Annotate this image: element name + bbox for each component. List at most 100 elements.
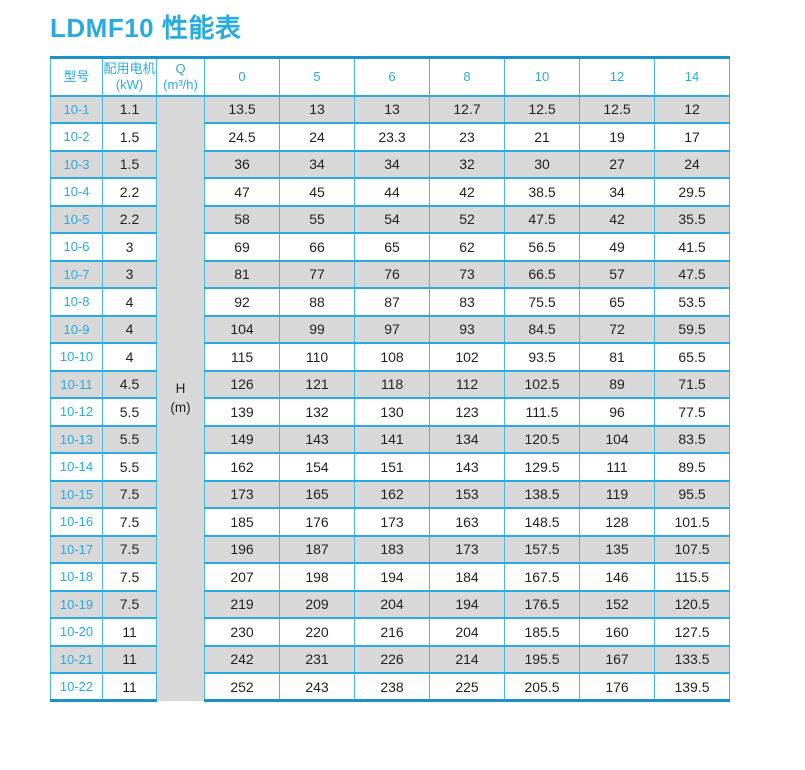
head-value-cell: 65 <box>354 232 430 262</box>
head-value-cell: 107.5 <box>654 534 730 564</box>
head-value-cell: 49 <box>579 232 655 262</box>
head-value-cell: 220 <box>279 617 355 647</box>
motor-kw-cell: 3 <box>102 232 157 262</box>
head-value-cell: 101.5 <box>654 507 730 537</box>
head-value-cell: 83 <box>429 287 505 317</box>
head-value-cell: 148.5 <box>504 507 580 537</box>
motor-kw-cell: 5.5 <box>102 424 157 454</box>
motor-kw-cell: 7.5 <box>102 589 157 619</box>
motor-kw-cell: 4 <box>102 342 157 372</box>
head-value-cell: 12.7 <box>429 94 505 124</box>
head-value-cell: 123 <box>429 397 505 427</box>
head-value-cell: 89.5 <box>654 452 730 482</box>
model-cell: 10-15 <box>50 479 103 509</box>
table-body: 10-1 1.1 H (m) 13.5 13 13 12.7 12.5 12.5 12 10-2 1.5… <box>50 94 730 702</box>
head-value-cell: 138.5 <box>504 479 580 509</box>
table-row: 10-7 3 81 77 76 73 66.5 57 47.5 <box>50 259 730 289</box>
head-value-cell: 102 <box>429 342 505 372</box>
head-value-cell: 120.5 <box>504 424 580 454</box>
head-value-cell: 92 <box>204 287 280 317</box>
head-value-cell: 56.5 <box>504 232 580 262</box>
column-header-flow-q: Q (m³/h) <box>156 56 205 97</box>
head-value-cell: 134 <box>429 424 505 454</box>
head-value-cell: 13 <box>279 94 355 124</box>
head-value-cell: 230 <box>204 617 280 647</box>
head-value-cell: 75.5 <box>504 287 580 317</box>
motor-kw-cell: 2.2 <box>102 204 157 234</box>
head-value-cell: 102.5 <box>504 369 580 399</box>
table-row: 10-9 4 104 99 97 93 84.5 72 59.5 <box>50 314 730 344</box>
motor-kw-cell: 4.5 <box>102 369 157 399</box>
column-header-motor: 配用电机 (kW) <box>102 56 157 97</box>
head-value-cell: 143 <box>429 452 505 482</box>
head-value-cell: 132 <box>279 397 355 427</box>
head-value-cell: 111 <box>579 452 655 482</box>
head-value-cell: 42 <box>579 204 655 234</box>
model-cell: 10-6 <box>50 232 103 262</box>
head-value-cell: 95.5 <box>654 479 730 509</box>
head-value-cell: 146 <box>579 562 655 592</box>
head-value-cell: 173 <box>354 507 430 537</box>
head-value-cell: 71.5 <box>654 369 730 399</box>
column-header-flow-value: 5 <box>279 56 355 97</box>
head-value-cell: 183 <box>354 534 430 564</box>
head-value-cell: 27 <box>579 149 655 179</box>
motor-kw-cell: 4 <box>102 314 157 344</box>
motor-kw-cell: 5.5 <box>102 452 157 482</box>
head-value-cell: 205.5 <box>504 672 580 702</box>
motor-kw-cell: 5.5 <box>102 397 157 427</box>
flow-header-line1: Q <box>175 60 186 76</box>
table-row: 10-17 7.5 196 187 183 173 157.5 135 107.5 <box>50 534 730 564</box>
head-value-cell: 81 <box>579 342 655 372</box>
head-value-cell: 47.5 <box>504 204 580 234</box>
motor-kw-cell: 7.5 <box>102 479 157 509</box>
head-value-cell: 52 <box>429 204 505 234</box>
head-value-cell: 47 <box>204 177 280 207</box>
head-value-cell: 93 <box>429 314 505 344</box>
head-value-cell: 97 <box>354 314 430 344</box>
head-value-cell: 176 <box>279 507 355 537</box>
head-value-cell: 45 <box>279 177 355 207</box>
head-value-cell: 12.5 <box>579 94 655 124</box>
table-row: 10-20 11 230 220 216 204 185.5 160 127.5 <box>50 617 730 647</box>
head-value-cell: 87 <box>354 287 430 317</box>
head-value-cell: 53.5 <box>654 287 730 317</box>
motor-kw-cell: 1.5 <box>102 149 157 179</box>
header-row: 型号 配用电机 (kW) Q (m³/h) 0 5 6 8 10 12 14 <box>50 56 730 97</box>
head-value-cell: 115.5 <box>654 562 730 592</box>
head-value-cell: 225 <box>429 672 505 702</box>
head-value-cell: 59.5 <box>654 314 730 344</box>
head-value-cell: 252 <box>204 672 280 702</box>
head-value-cell: 207 <box>204 562 280 592</box>
head-value-cell: 133.5 <box>654 644 730 674</box>
motor-kw-cell: 11 <box>102 617 157 647</box>
head-value-cell: 154 <box>279 452 355 482</box>
table-row: 10-22 11 252 243 238 225 205.5 176 139.5 <box>50 672 730 702</box>
head-value-cell: 24.5 <box>204 122 280 152</box>
model-cell: 10-3 <box>50 149 103 179</box>
model-cell: 10-21 <box>50 644 103 674</box>
head-value-cell: 162 <box>354 479 430 509</box>
head-value-cell: 77.5 <box>654 397 730 427</box>
motor-kw-cell: 3 <box>102 259 157 289</box>
head-value-cell: 47.5 <box>654 259 730 289</box>
head-value-cell: 72 <box>579 314 655 344</box>
head-value-cell: 24 <box>654 149 730 179</box>
head-value-cell: 13 <box>354 94 430 124</box>
table-row: 10-3 1.5 36 34 34 32 30 27 24 <box>50 149 730 179</box>
head-value-cell: 185.5 <box>504 617 580 647</box>
head-value-cell: 194 <box>429 589 505 619</box>
model-cell: 10-2 <box>50 122 103 152</box>
head-value-cell: 66 <box>279 232 355 262</box>
head-value-cell: 108 <box>354 342 430 372</box>
head-value-cell: 143 <box>279 424 355 454</box>
head-value-cell: 65 <box>579 287 655 317</box>
motor-kw-cell: 4 <box>102 287 157 317</box>
head-value-cell: 162 <box>204 452 280 482</box>
model-cell: 10-1 <box>50 94 103 124</box>
head-value-cell: 129.5 <box>504 452 580 482</box>
head-value-cell: 36 <box>204 149 280 179</box>
head-value-cell: 238 <box>354 672 430 702</box>
head-value-cell: 231 <box>279 644 355 674</box>
head-value-cell: 149 <box>204 424 280 454</box>
